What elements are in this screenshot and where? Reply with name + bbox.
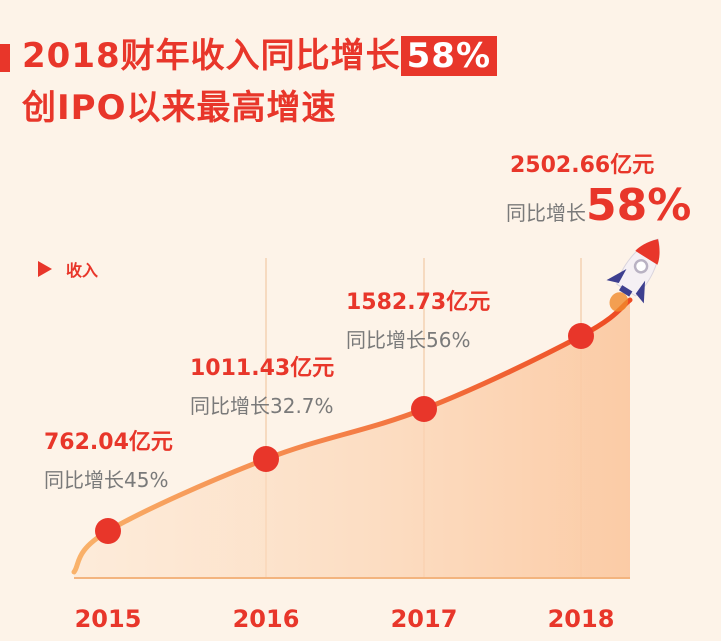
data-point <box>411 396 437 422</box>
value-label: 2502.66亿元 <box>510 153 654 178</box>
data-point <box>95 518 121 544</box>
growth-label: 同比增长56% <box>346 328 470 352</box>
title-highlight: 58% <box>400 36 498 76</box>
rocket-icon <box>606 238 660 312</box>
value-label: 1582.73亿元 <box>346 290 490 315</box>
page-title: 2018财年收入同比增长 58% 创IPO以来最高增速 <box>22 30 498 134</box>
x-tick-label: 2018 <box>548 605 615 633</box>
legend-label: 收入 <box>66 261 99 280</box>
x-tick-label: 2017 <box>391 605 458 633</box>
title-line-1: 2018财年收入同比增长 58% <box>22 30 498 82</box>
value-label: 1011.43亿元 <box>190 356 334 381</box>
growth-label: 同比增长32.7% <box>190 394 334 418</box>
chart-legend: 收入 <box>38 257 98 281</box>
growth-label: 同比增长45% <box>44 468 168 492</box>
value-label: 762.04亿元 <box>44 430 173 455</box>
legend-triangle-icon <box>38 261 52 277</box>
data-point <box>253 446 279 472</box>
title-main: 2018财年收入同比增长 <box>22 36 401 76</box>
title-accent-bar <box>0 44 10 72</box>
x-tick-label: 2015 <box>75 605 142 633</box>
revenue-area <box>74 300 630 578</box>
x-tick-label: 2016 <box>233 605 300 633</box>
growth-label: 同比增长58% <box>506 180 691 231</box>
title-line-2: 创IPO以来最高增速 <box>22 88 337 128</box>
data-point <box>568 323 594 349</box>
